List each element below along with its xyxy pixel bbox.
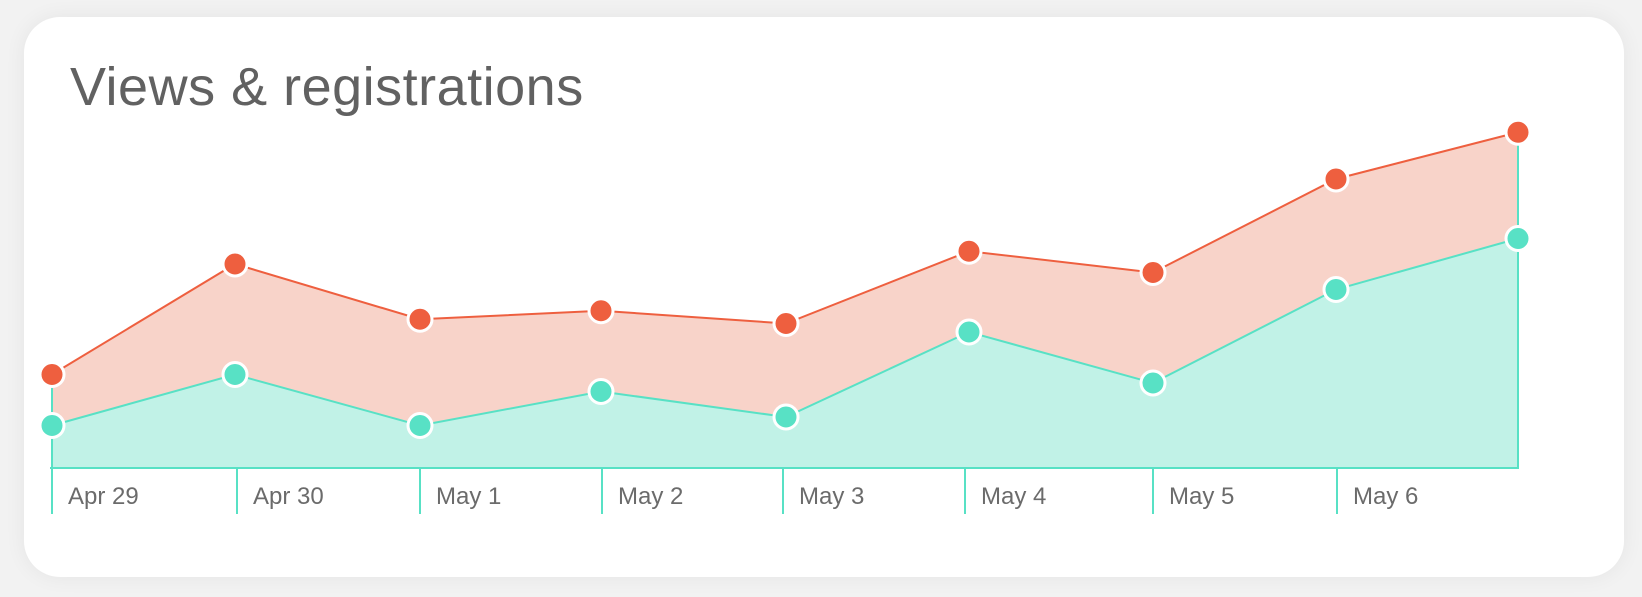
views-point — [38, 361, 66, 388]
registrations-point — [587, 378, 615, 405]
registrations-point — [772, 403, 800, 431]
x-tick-label: Apr 29 — [68, 483, 139, 510]
registrations-point — [38, 412, 66, 439]
views-point — [955, 237, 983, 265]
x-tick-label: May 5 — [1169, 483, 1234, 510]
x-tick-label: Apr 30 — [253, 483, 324, 510]
x-tick-label: May 6 — [1353, 483, 1418, 510]
views-point — [772, 310, 800, 337]
views-point — [1322, 165, 1350, 193]
x-tick-label: May 1 — [436, 483, 501, 510]
registrations-point — [955, 318, 983, 346]
x-tick-label: May 2 — [618, 483, 683, 510]
registrations-point — [1504, 225, 1532, 252]
views-point — [1504, 118, 1532, 146]
registrations-point — [1139, 369, 1167, 397]
views-point — [587, 297, 615, 325]
data-points — [38, 118, 1532, 439]
views-point — [221, 250, 249, 278]
chart-title: Views & registrations — [70, 57, 584, 117]
x-ticks — [51, 468, 1338, 514]
registrations-area — [52, 238, 1518, 468]
registrations-point — [406, 412, 434, 439]
registrations-point — [221, 361, 249, 388]
x-tick-label: May 4 — [981, 483, 1046, 510]
registrations-point — [1322, 276, 1350, 303]
x-tick-label: May 3 — [799, 483, 864, 510]
views-area — [52, 132, 1518, 426]
views-point — [1139, 259, 1167, 286]
views-point — [406, 305, 434, 333]
x-tick-labels: Apr 29 Apr 30 May 1 May 2 May 3 May 4 May 5 May… — [68, 483, 1418, 510]
